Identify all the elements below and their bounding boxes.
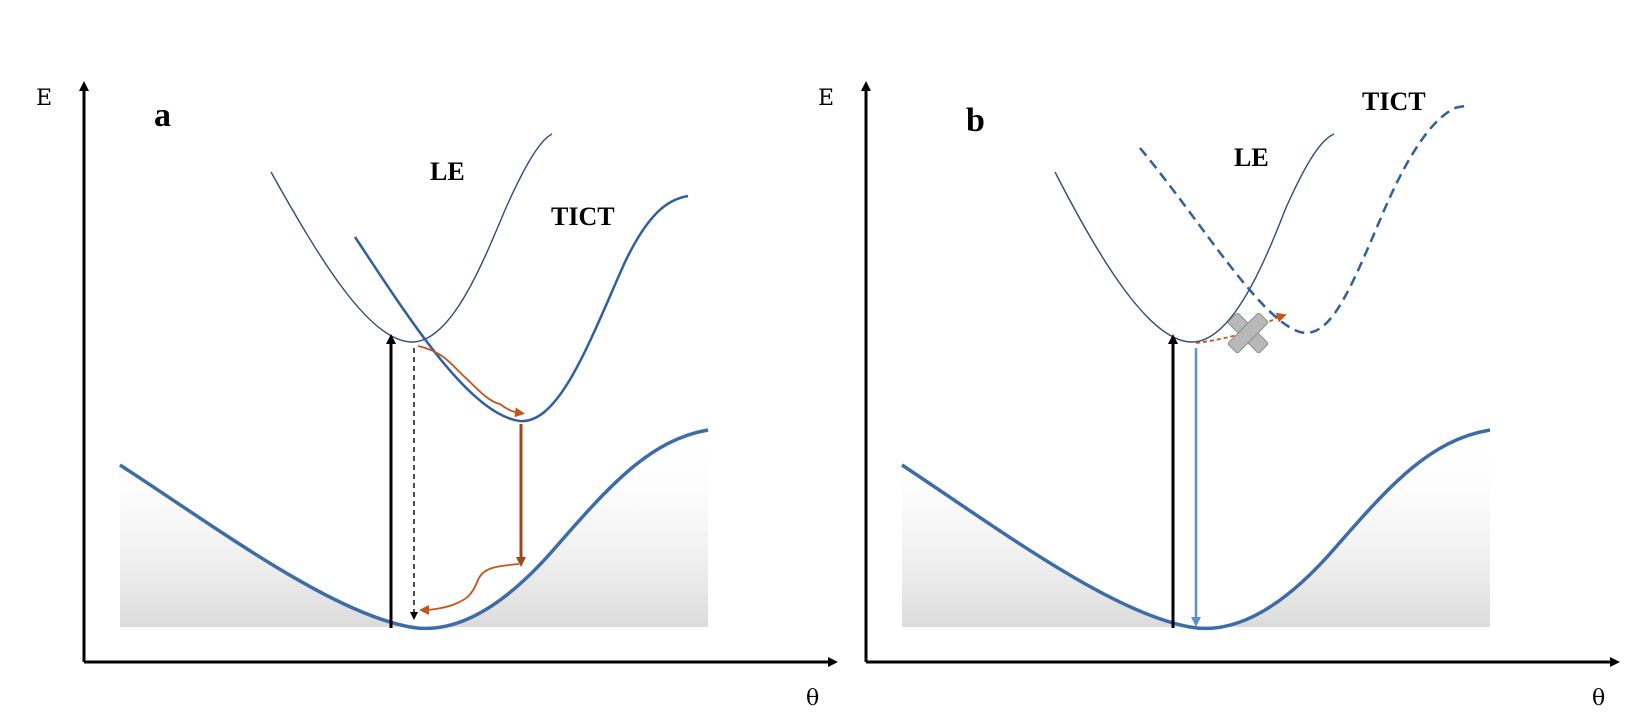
panel-a-ground-state-curve [119, 428, 709, 631]
panel-a-ground-state-shade [120, 430, 708, 629]
panel-a: E θ a LE TICT [36, 81, 838, 711]
panel-b: E θ b LE TICT [818, 81, 1620, 711]
panel-b-x-axis-label: θ [1592, 686, 1605, 711]
panel-a-y-axis-label: E [36, 86, 52, 111]
panel-b-ground-state-curve [901, 428, 1491, 631]
panel-a-tict-label: TICT [551, 202, 615, 231]
panel-b-tict-label: TICT [1362, 87, 1426, 116]
panel-b-y-axis-label: E [818, 86, 834, 111]
panel-b-le-label: LE [1234, 143, 1269, 172]
panel-b-le-curve [1054, 133, 1335, 343]
panel-b-tict-curve [1139, 104, 1471, 335]
panel-a-le-label: LE [430, 157, 465, 186]
panel-a-le-to-tict-relaxation-arrow [417, 345, 525, 418]
panel-b-ground-state-shade [902, 430, 1490, 629]
panel-b-letter: b [966, 102, 985, 139]
panel-a-letter: a [154, 97, 171, 134]
panel-a-tict-curve [353, 194, 689, 423]
panel-a-ground-relaxation-arrow [419, 563, 520, 615]
blocked-x-icon [1227, 312, 1269, 354]
panel-a-le-curve [270, 133, 553, 343]
panel-a-x-axis-label: θ [806, 686, 819, 711]
